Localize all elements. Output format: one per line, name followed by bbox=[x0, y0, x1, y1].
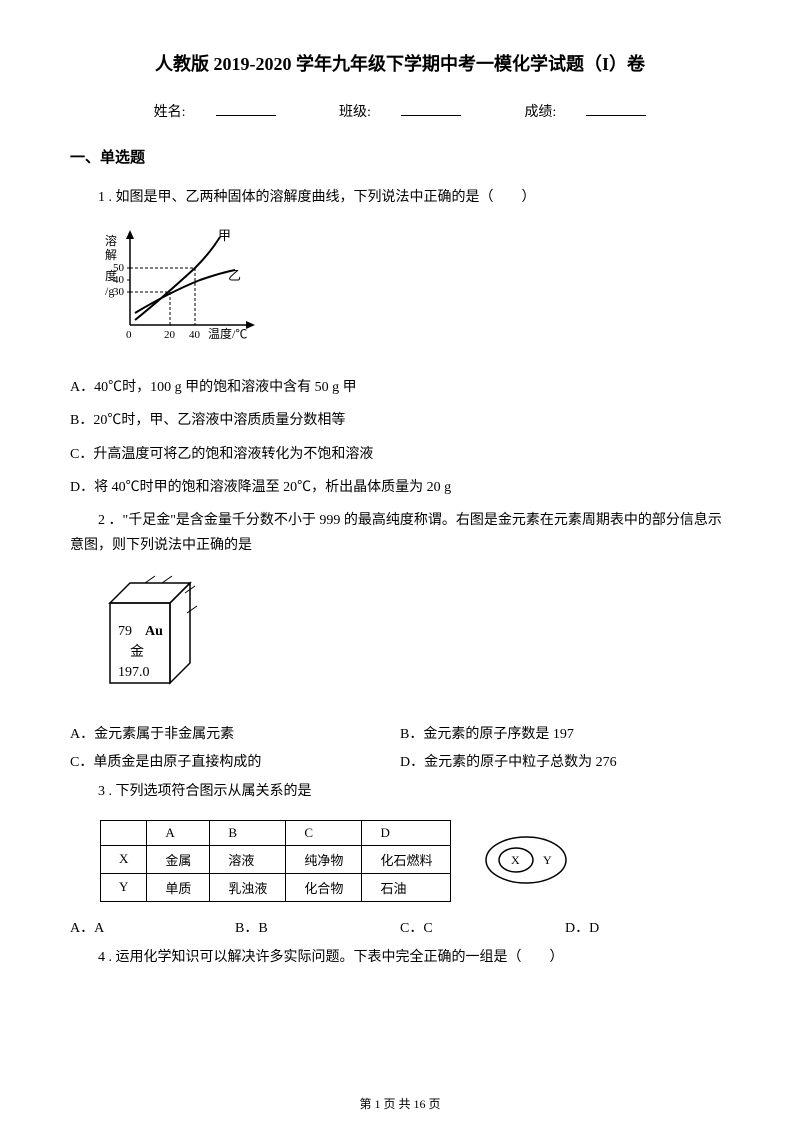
q1-option-a: A．40℃时，100 g 甲的饱和溶液中含有 50 g 甲 bbox=[70, 375, 730, 400]
table-row: X 金属 溶液 纯净物 化石燃料 bbox=[101, 845, 451, 873]
svg-text:40: 40 bbox=[189, 329, 201, 341]
question-4: 4 . 运用化学知识可以解决许多实际问题。下表中完全正确的一组是（ ） bbox=[70, 945, 730, 970]
svg-text:40: 40 bbox=[113, 274, 125, 286]
y-label-1: 溶 bbox=[105, 233, 117, 248]
fill-line: 姓名: 班级: 成绩: bbox=[70, 101, 730, 121]
q2-option-b: B．金元素的原子序数是 197 bbox=[400, 723, 730, 743]
svg-text:79: 79 bbox=[118, 624, 132, 639]
q2-options-row1: A．金元素属于非金属元素 B．金元素的原子序数是 197 bbox=[70, 723, 730, 743]
q2-options-row2: C．单质金是由原子直接构成的 D．金元素的原子中粒子总数为 276 bbox=[70, 751, 730, 771]
q2-option-a: A．金元素属于非金属元素 bbox=[70, 723, 400, 743]
table-row: Y 单质 乳浊液 化合物 石油 bbox=[101, 873, 451, 901]
svg-text:金: 金 bbox=[130, 644, 144, 660]
q3-option-c: C．C bbox=[400, 917, 565, 937]
svg-text:197.0: 197.0 bbox=[118, 665, 150, 680]
q2-option-d: D．金元素的原子中粒子总数为 276 bbox=[400, 751, 730, 771]
svg-text:Y: Y bbox=[543, 853, 552, 867]
solubility-chart: 溶 解 度 /g 50 40 30 甲 乙 0 20 40 温度/℃ bbox=[100, 225, 730, 360]
svg-text:Au: Au bbox=[145, 624, 163, 639]
svg-text:30: 30 bbox=[113, 286, 125, 298]
svg-text:0: 0 bbox=[126, 329, 132, 341]
svg-text:X: X bbox=[511, 853, 520, 867]
section-title: 一、单选题 bbox=[70, 146, 730, 167]
score-label: 成绩: bbox=[509, 105, 661, 120]
q3-table-container: A B C D X 金属 溶液 纯净物 化石燃料 Y 单质 乳浊液 化合物 石油… bbox=[100, 820, 730, 902]
q2-option-c: C．单质金是由原子直接构成的 bbox=[70, 751, 400, 771]
question-2: 2 ．"千足金"是含金量千分数不小于 999 的最高纯度称谓。右图是金元素在元素… bbox=[70, 508, 730, 558]
venn-diagram: X Y bbox=[481, 833, 571, 888]
question-3: 3 . 下列选项符合图示从属关系的是 bbox=[70, 779, 730, 804]
q1-option-c: C．升高温度可将乙的饱和溶液转化为不饱和溶液 bbox=[70, 442, 730, 467]
name-label: 姓名: bbox=[139, 105, 291, 120]
question-1: 1 . 如图是甲、乙两种固体的溶解度曲线，下列说法中正确的是（ ） bbox=[70, 185, 730, 210]
page-footer: 第 1 页 共 16 页 bbox=[0, 1095, 800, 1112]
q1-option-b: B．20℃时，甲、乙溶液中溶质质量分数相等 bbox=[70, 408, 730, 433]
svg-text:20: 20 bbox=[164, 329, 176, 341]
class-label: 班级: bbox=[324, 105, 476, 120]
svg-text:解: 解 bbox=[105, 248, 117, 262]
element-cube: 79 Au 金 197.0 bbox=[100, 573, 730, 708]
q3-option-d: D．D bbox=[565, 917, 730, 937]
q3-table: A B C D X 金属 溶液 纯净物 化石燃料 Y 单质 乳浊液 化合物 石油 bbox=[100, 820, 451, 902]
svg-text:50: 50 bbox=[113, 262, 125, 274]
svg-text:甲: 甲 bbox=[218, 228, 231, 243]
svg-text:温度/℃: 温度/℃ bbox=[208, 326, 247, 341]
q3-option-b: B．B bbox=[235, 917, 400, 937]
q3-option-a: A．A bbox=[70, 917, 235, 937]
q1-option-d: D．将 40℃时甲的饱和溶液降温至 20℃，析出晶体质量为 20 g bbox=[70, 475, 730, 500]
table-row: A B C D bbox=[101, 820, 451, 845]
svg-text:乙: 乙 bbox=[228, 268, 241, 283]
exam-title: 人教版 2019-2020 学年九年级下学期中考一模化学试题（I）卷 bbox=[70, 50, 730, 76]
q3-options-row: A．A B．B C．C D．D bbox=[70, 917, 730, 937]
